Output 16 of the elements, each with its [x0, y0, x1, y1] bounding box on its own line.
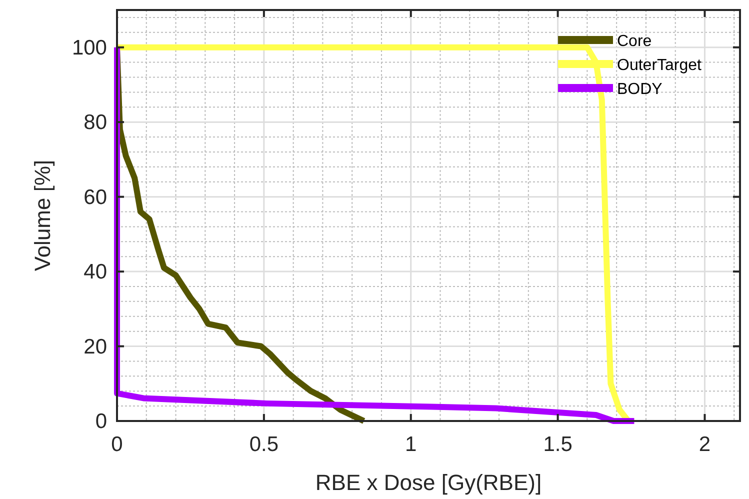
x-tick-label: 0.5: [249, 433, 279, 456]
y-tick-label: 20: [84, 335, 107, 358]
legend-label: BODY: [617, 81, 663, 98]
y-axis-title: Volume [%]: [30, 160, 55, 272]
x-tick-label: 2: [698, 433, 711, 456]
y-tick-label: 60: [84, 186, 107, 209]
x-tick-label: 1: [405, 433, 417, 456]
y-tick-label: 100: [72, 36, 107, 60]
y-tick-label: 40: [84, 260, 107, 284]
y-tick-label: 80: [84, 111, 107, 134]
x-tick-label: 0: [111, 433, 123, 456]
x-axis-title: RBE x Dose [Gy(RBE)]: [315, 470, 542, 495]
legend-label: Core: [617, 33, 652, 50]
y-tick-label: 0: [95, 410, 107, 433]
x-tick-label: 1.5: [543, 433, 572, 456]
legend-label: OuterTarget: [617, 57, 702, 74]
